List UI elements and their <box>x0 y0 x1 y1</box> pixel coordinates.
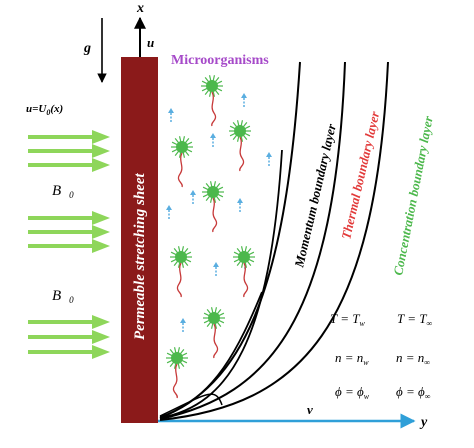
motility-arrows <box>166 93 272 332</box>
microorganism <box>229 120 251 172</box>
microorganism <box>170 246 192 298</box>
x-axis-label: x <box>136 1 144 16</box>
microorganism <box>201 75 223 127</box>
motility-arrow <box>241 93 247 107</box>
wall-temperature: T = Tw <box>330 311 366 328</box>
flow-arrows-bottom <box>28 315 110 359</box>
freestream-conditions: T = T∞ n = n∞ ϕ = ϕ∞ <box>396 311 433 401</box>
motility-arrow <box>190 190 196 204</box>
flow-arrows-top <box>28 130 110 172</box>
wall-conditions: T = Tw n = nw ϕ = ϕw <box>330 311 370 401</box>
flow-arrow <box>28 239 110 253</box>
microorganisms-title: Microorganisms <box>171 53 269 68</box>
gravity-label: g <box>83 41 91 56</box>
motility-arrow <box>266 152 272 166</box>
flow-arrow <box>28 330 110 344</box>
microorganism <box>166 347 188 399</box>
microorganism <box>203 307 225 359</box>
stretching-sheet <box>121 57 158 423</box>
motility-arrow <box>210 133 216 147</box>
flow-arrow <box>28 211 110 225</box>
flow-arrow <box>28 345 110 359</box>
inner-profile-3 <box>159 149 283 419</box>
thermal-layer-label: Thermal boundary layer <box>338 109 382 241</box>
concentration-layer-label: Concentration boundary layer <box>390 114 436 277</box>
sheet-label: Permeable stretching sheet <box>132 173 148 340</box>
free-stream-label: u=U0(x) <box>26 103 63 117</box>
flow-arrow <box>28 158 110 172</box>
flow-arrow <box>28 144 110 158</box>
ambient-concentration: ϕ = ϕ∞ <box>396 384 431 401</box>
motility-arrow <box>237 198 243 212</box>
motility-arrow <box>213 262 219 276</box>
motility-arrow <box>166 205 172 219</box>
microorganism <box>171 136 193 188</box>
flow-arrow <box>28 130 110 144</box>
thermal-boundary-curve <box>159 61 346 420</box>
flow-arrow <box>28 315 110 329</box>
microorganisms <box>166 75 255 399</box>
inner-profile-1 <box>159 393 223 417</box>
u-velocity-label: u <box>147 35 154 50</box>
y-axis-label: y <box>419 415 428 430</box>
flow-arrows-middle <box>28 211 110 253</box>
v-velocity-label: v <box>307 402 313 417</box>
momentum-boundary-curve <box>159 61 301 419</box>
motility-arrow <box>168 108 174 122</box>
ambient-density: n = n∞ <box>396 350 430 367</box>
flow-arrow <box>28 225 110 239</box>
concentration-boundary-curve <box>159 61 389 421</box>
wall-density: n = nw <box>335 350 369 367</box>
wall-concentration: ϕ = ϕw <box>335 384 370 401</box>
inner-profile-2 <box>159 291 263 418</box>
microorganism <box>202 181 224 233</box>
microorganism <box>233 246 255 298</box>
ambient-temperature: T = T∞ <box>397 311 433 328</box>
motility-arrow <box>180 318 186 332</box>
